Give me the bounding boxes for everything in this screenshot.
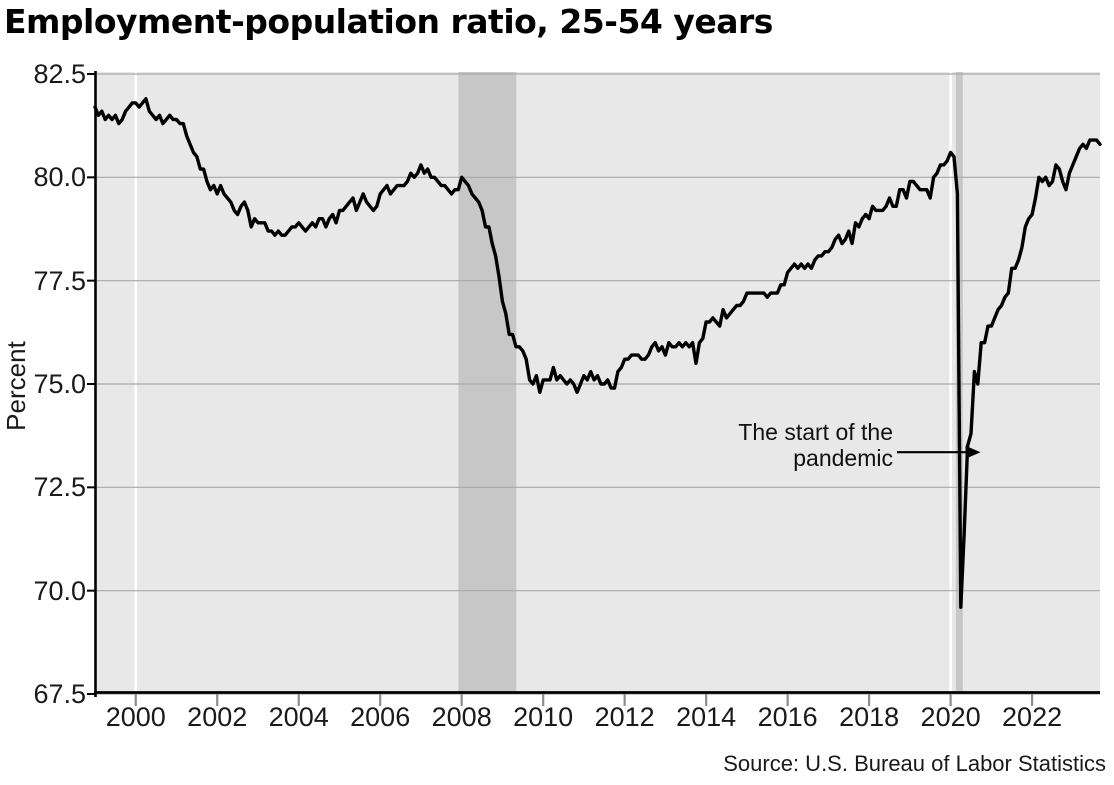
plot-background [95, 72, 1100, 693]
x-tick-label: 2008 [431, 702, 492, 732]
x-tick-label: 2000 [105, 702, 166, 732]
x-tick-label: 2020 [920, 702, 981, 732]
recession-band [458, 72, 517, 693]
x-tick-label: 2012 [594, 702, 655, 732]
y-tick-label: 82.5 [33, 59, 86, 89]
x-tick-label: 2014 [676, 702, 737, 732]
y-tick-label: 80.0 [33, 162, 86, 193]
x-tick-label: 2016 [757, 702, 818, 732]
x-tick-label: 2010 [513, 702, 574, 732]
source-credit: Source: U.S. Bureau of Labor Statistics [723, 751, 1106, 776]
y-tick-label: 67.5 [33, 679, 86, 709]
y-tick-label: 77.5 [33, 265, 86, 296]
annotation-text-line1: The start of the [738, 419, 893, 445]
pandemic-annotation: The start of the pandemic [650, 419, 893, 471]
y-tick-label: 70.0 [33, 575, 86, 606]
x-tick-label: 2002 [187, 702, 248, 732]
x-tick-label: 2022 [1002, 702, 1063, 732]
annotation-arrow-head [965, 445, 981, 459]
x-tick-label: 2018 [839, 702, 900, 732]
y-tick-label: 75.0 [33, 369, 86, 399]
annotation-text-line2: pandemic [793, 445, 893, 471]
chart-title: Employment-population ratio, 25-54 years [4, 2, 773, 41]
x-tick-label: 2004 [268, 702, 329, 732]
data-line [93, 97, 1102, 609]
x-tick-label: 2006 [350, 702, 411, 732]
y-tick-label: 72.5 [33, 472, 86, 503]
